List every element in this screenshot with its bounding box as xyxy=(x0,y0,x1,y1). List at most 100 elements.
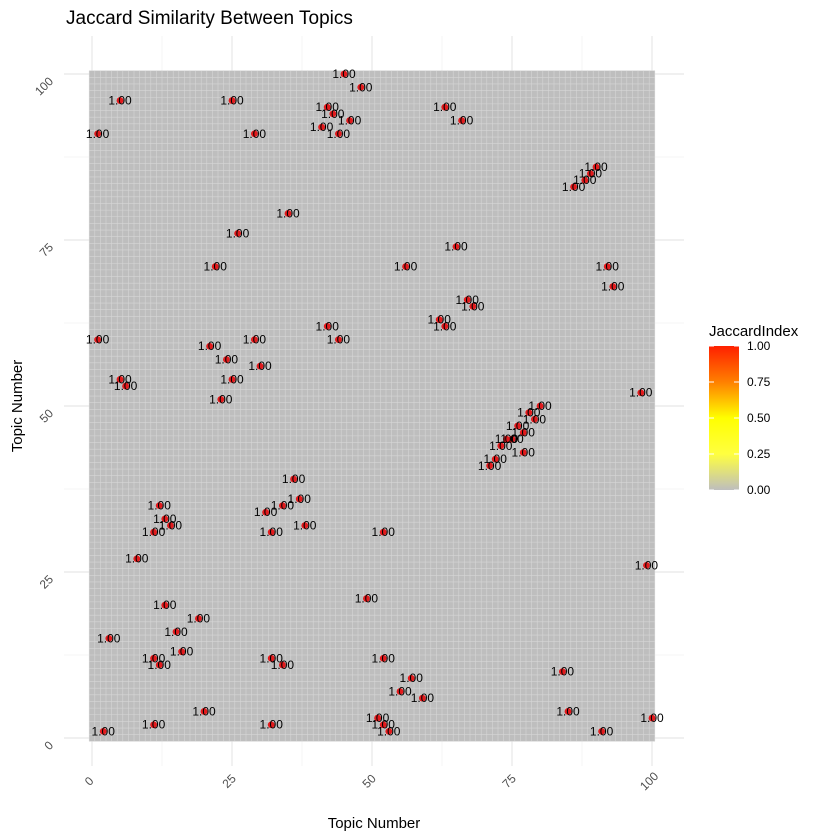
data-point xyxy=(329,110,337,118)
data-point xyxy=(323,103,331,111)
legend: JaccardIndex 1.00 0.75 0.50 0.25 0.00 xyxy=(709,323,799,497)
data-label: 1.00 xyxy=(271,658,295,672)
data-point xyxy=(116,376,124,383)
data-label: 1.00 xyxy=(400,671,424,685)
data-label: 1.00 xyxy=(248,359,272,373)
data-label: 1.00 xyxy=(433,100,457,114)
data-label: 1.00 xyxy=(512,426,536,440)
y-tick-label: 100 xyxy=(32,74,56,98)
data-point xyxy=(435,316,443,324)
data-label: 1.00 xyxy=(495,432,519,446)
data-point xyxy=(559,668,566,675)
data-point xyxy=(491,455,499,463)
data-point xyxy=(609,283,617,290)
data-point xyxy=(262,508,269,516)
data-label: 1.00 xyxy=(562,180,586,194)
data-point xyxy=(407,674,415,682)
data-point xyxy=(206,342,214,350)
data-label: 1.00 xyxy=(372,718,396,732)
data-label: 1.00 xyxy=(260,718,284,732)
data-label: 1.00 xyxy=(142,651,166,665)
data-label: 1.00 xyxy=(282,472,306,486)
data-label: 1.00 xyxy=(444,240,468,254)
data-point xyxy=(279,661,286,669)
data-point xyxy=(251,130,258,138)
data-label: 1.00 xyxy=(332,67,356,81)
y-tick-label: 25 xyxy=(37,572,57,592)
data-label: 1.00 xyxy=(478,459,502,473)
data-label: 1.00 xyxy=(153,598,177,612)
x-tick-label: 100 xyxy=(637,769,661,793)
data-label: 1.00 xyxy=(388,685,412,699)
data-label: 1.00 xyxy=(377,724,401,738)
data-label: 1.00 xyxy=(590,724,614,738)
data-label: 1.00 xyxy=(366,711,390,725)
data-label: 1.00 xyxy=(551,665,575,679)
data-label: 1.00 xyxy=(192,704,216,718)
data-label: 1.00 xyxy=(489,439,513,453)
data-point xyxy=(514,422,521,430)
x-tick-label: 50 xyxy=(359,771,379,791)
data-label: 1.00 xyxy=(187,611,211,625)
data-point xyxy=(301,522,309,529)
data-label: 1.00 xyxy=(484,452,508,466)
data-point xyxy=(564,708,572,715)
data-point xyxy=(295,495,303,503)
data-point xyxy=(357,83,365,91)
data-point xyxy=(234,229,242,237)
data-point xyxy=(508,435,516,443)
data-label: 1.00 xyxy=(556,704,580,718)
data-label: 1.00 xyxy=(456,293,480,307)
chart-title: Jaccard Similarity Between Topics xyxy=(66,8,353,29)
data-label: 1.00 xyxy=(243,333,267,347)
data-label: 1.00 xyxy=(394,260,418,274)
data-label: 1.00 xyxy=(164,625,188,639)
data-point xyxy=(598,727,605,735)
data-label: 1.00 xyxy=(629,386,653,400)
data-point xyxy=(519,429,527,436)
legend-title: JaccardIndex xyxy=(709,323,799,340)
data-point xyxy=(637,389,645,397)
data-point xyxy=(251,336,258,343)
data-point xyxy=(592,163,600,171)
data-point xyxy=(379,528,387,536)
legend-ticks: 1.00 0.75 0.50 0.25 0.00 xyxy=(709,339,771,497)
data-label: 1.00 xyxy=(500,432,524,446)
data-label: 1.00 xyxy=(528,399,552,413)
data-label: 1.00 xyxy=(220,372,244,386)
data-label: 1.00 xyxy=(260,651,284,665)
data-point xyxy=(335,130,342,138)
data-label: 1.00 xyxy=(573,173,597,187)
data-label: 1.00 xyxy=(125,552,149,566)
data-point xyxy=(133,555,141,563)
data-label: 1.00 xyxy=(254,505,278,519)
data-label: 1.00 xyxy=(349,80,373,94)
data-point xyxy=(379,654,387,662)
data-point xyxy=(279,502,286,509)
data-point xyxy=(99,727,107,735)
data-point xyxy=(486,462,493,470)
data-label: 1.00 xyxy=(316,100,340,114)
data-label: 1.00 xyxy=(433,319,457,333)
data-label: 1.00 xyxy=(108,372,132,386)
data-point xyxy=(150,721,158,729)
data-label: 1.00 xyxy=(220,94,244,108)
data-label: 1.00 xyxy=(327,127,351,141)
data-point xyxy=(603,263,611,270)
data-label: 1.00 xyxy=(86,127,110,141)
data-point xyxy=(396,688,404,695)
data-label: 1.00 xyxy=(338,113,362,127)
heatmap-tiles xyxy=(89,70,655,742)
data-label: 1.00 xyxy=(584,160,608,174)
data-point xyxy=(267,528,275,536)
data-point xyxy=(340,70,348,78)
data-point xyxy=(374,714,381,722)
legend-tick-label: 0.00 xyxy=(747,483,771,497)
data-point xyxy=(503,435,510,443)
y-tick-label: 0 xyxy=(41,738,56,753)
data-label: 1.00 xyxy=(260,525,284,539)
data-point xyxy=(161,601,169,609)
data-point xyxy=(525,409,533,417)
data-point xyxy=(211,263,219,270)
